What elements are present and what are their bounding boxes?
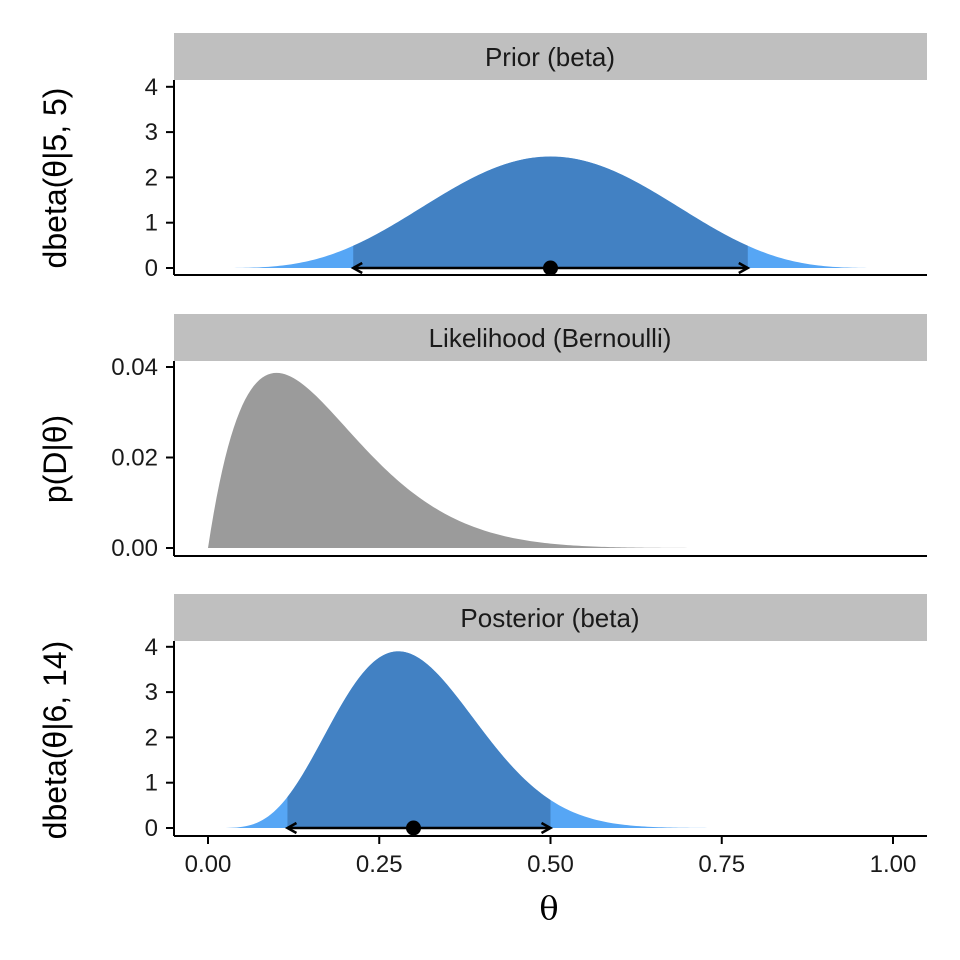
prior-y-axis-title: dbeta(θ|5, 5) — [37, 88, 73, 269]
x-tick-label: 0.50 — [527, 851, 574, 878]
y-tick-label: 0.04 — [111, 354, 158, 381]
prior-strip-title: Prior (beta) — [485, 42, 615, 72]
likelihood-area — [208, 372, 893, 548]
x-tick-label: 0.00 — [185, 851, 232, 878]
y-tick-label: 0 — [145, 815, 158, 842]
prior-interval — [350, 260, 751, 276]
y-tick-label: 2 — [145, 724, 158, 751]
x-ticks: 0.00 0.25 0.50 0.75 1.00 — [185, 836, 917, 878]
posterior-strip — [174, 594, 927, 641]
posterior-interval-left-arrow — [284, 821, 298, 835]
y-tick-label: 0.00 — [111, 535, 158, 562]
posterior-density-fills — [208, 651, 893, 828]
y-tick-label: 0 — [145, 255, 158, 282]
y-tick-label: 2 — [145, 164, 158, 191]
prior-interval-right-arrow — [738, 261, 751, 275]
x-axis-title: θ — [539, 889, 558, 927]
likelihood-y-ticks: 0.00 0.02 0.04 — [111, 354, 174, 562]
posterior-y-axis-title: dbeta(θ|6, 14) — [37, 641, 73, 840]
y-tick-label: 3 — [145, 679, 158, 706]
posterior-interval-right-arrow — [540, 821, 554, 835]
likelihood-strip — [174, 314, 927, 361]
posterior-point-estimate — [406, 820, 421, 836]
y-tick-label: 4 — [145, 74, 158, 101]
prior-strip — [174, 33, 927, 80]
y-tick-label: 1 — [145, 210, 158, 237]
likelihood-panel: Likelihood (Bernoulli) 0.00 0.02 0.04 p(D|… — [37, 314, 927, 562]
prior-interval-left-arrow — [350, 261, 363, 275]
posterior-panel: Posterior (beta) 0 1 2 3 4 0.00 0.25 0.50 0.75 1… — [37, 594, 927, 927]
prior-point-estimate — [543, 260, 558, 276]
x-tick-label: 0.25 — [356, 851, 403, 878]
x-tick-label: 0.75 — [698, 851, 745, 878]
posterior-interval — [284, 820, 554, 836]
posterior-interval-area — [287, 651, 551, 828]
prior-density-fills — [208, 156, 893, 268]
likelihood-fills — [208, 372, 893, 548]
y-tick-label: 3 — [145, 119, 158, 146]
prior-panel: Prior (beta) 0 1 2 3 4 dbeta(θ|5, 5) — [37, 33, 927, 282]
likelihood-strip-title: Likelihood (Bernoulli) — [429, 323, 672, 353]
posterior-y-ticks: 0 1 2 3 4 — [145, 634, 174, 842]
prior-y-ticks: 0 1 2 3 4 — [145, 74, 174, 282]
likelihood-y-axis-title: p(D|θ) — [37, 415, 73, 503]
prior-interval-area — [353, 156, 748, 268]
y-tick-label: 0.02 — [111, 445, 158, 472]
y-tick-label: 4 — [145, 634, 158, 661]
y-tick-label: 1 — [145, 770, 158, 797]
x-tick-label: 1.00 — [870, 851, 917, 878]
posterior-strip-title: Posterior (beta) — [460, 603, 639, 633]
